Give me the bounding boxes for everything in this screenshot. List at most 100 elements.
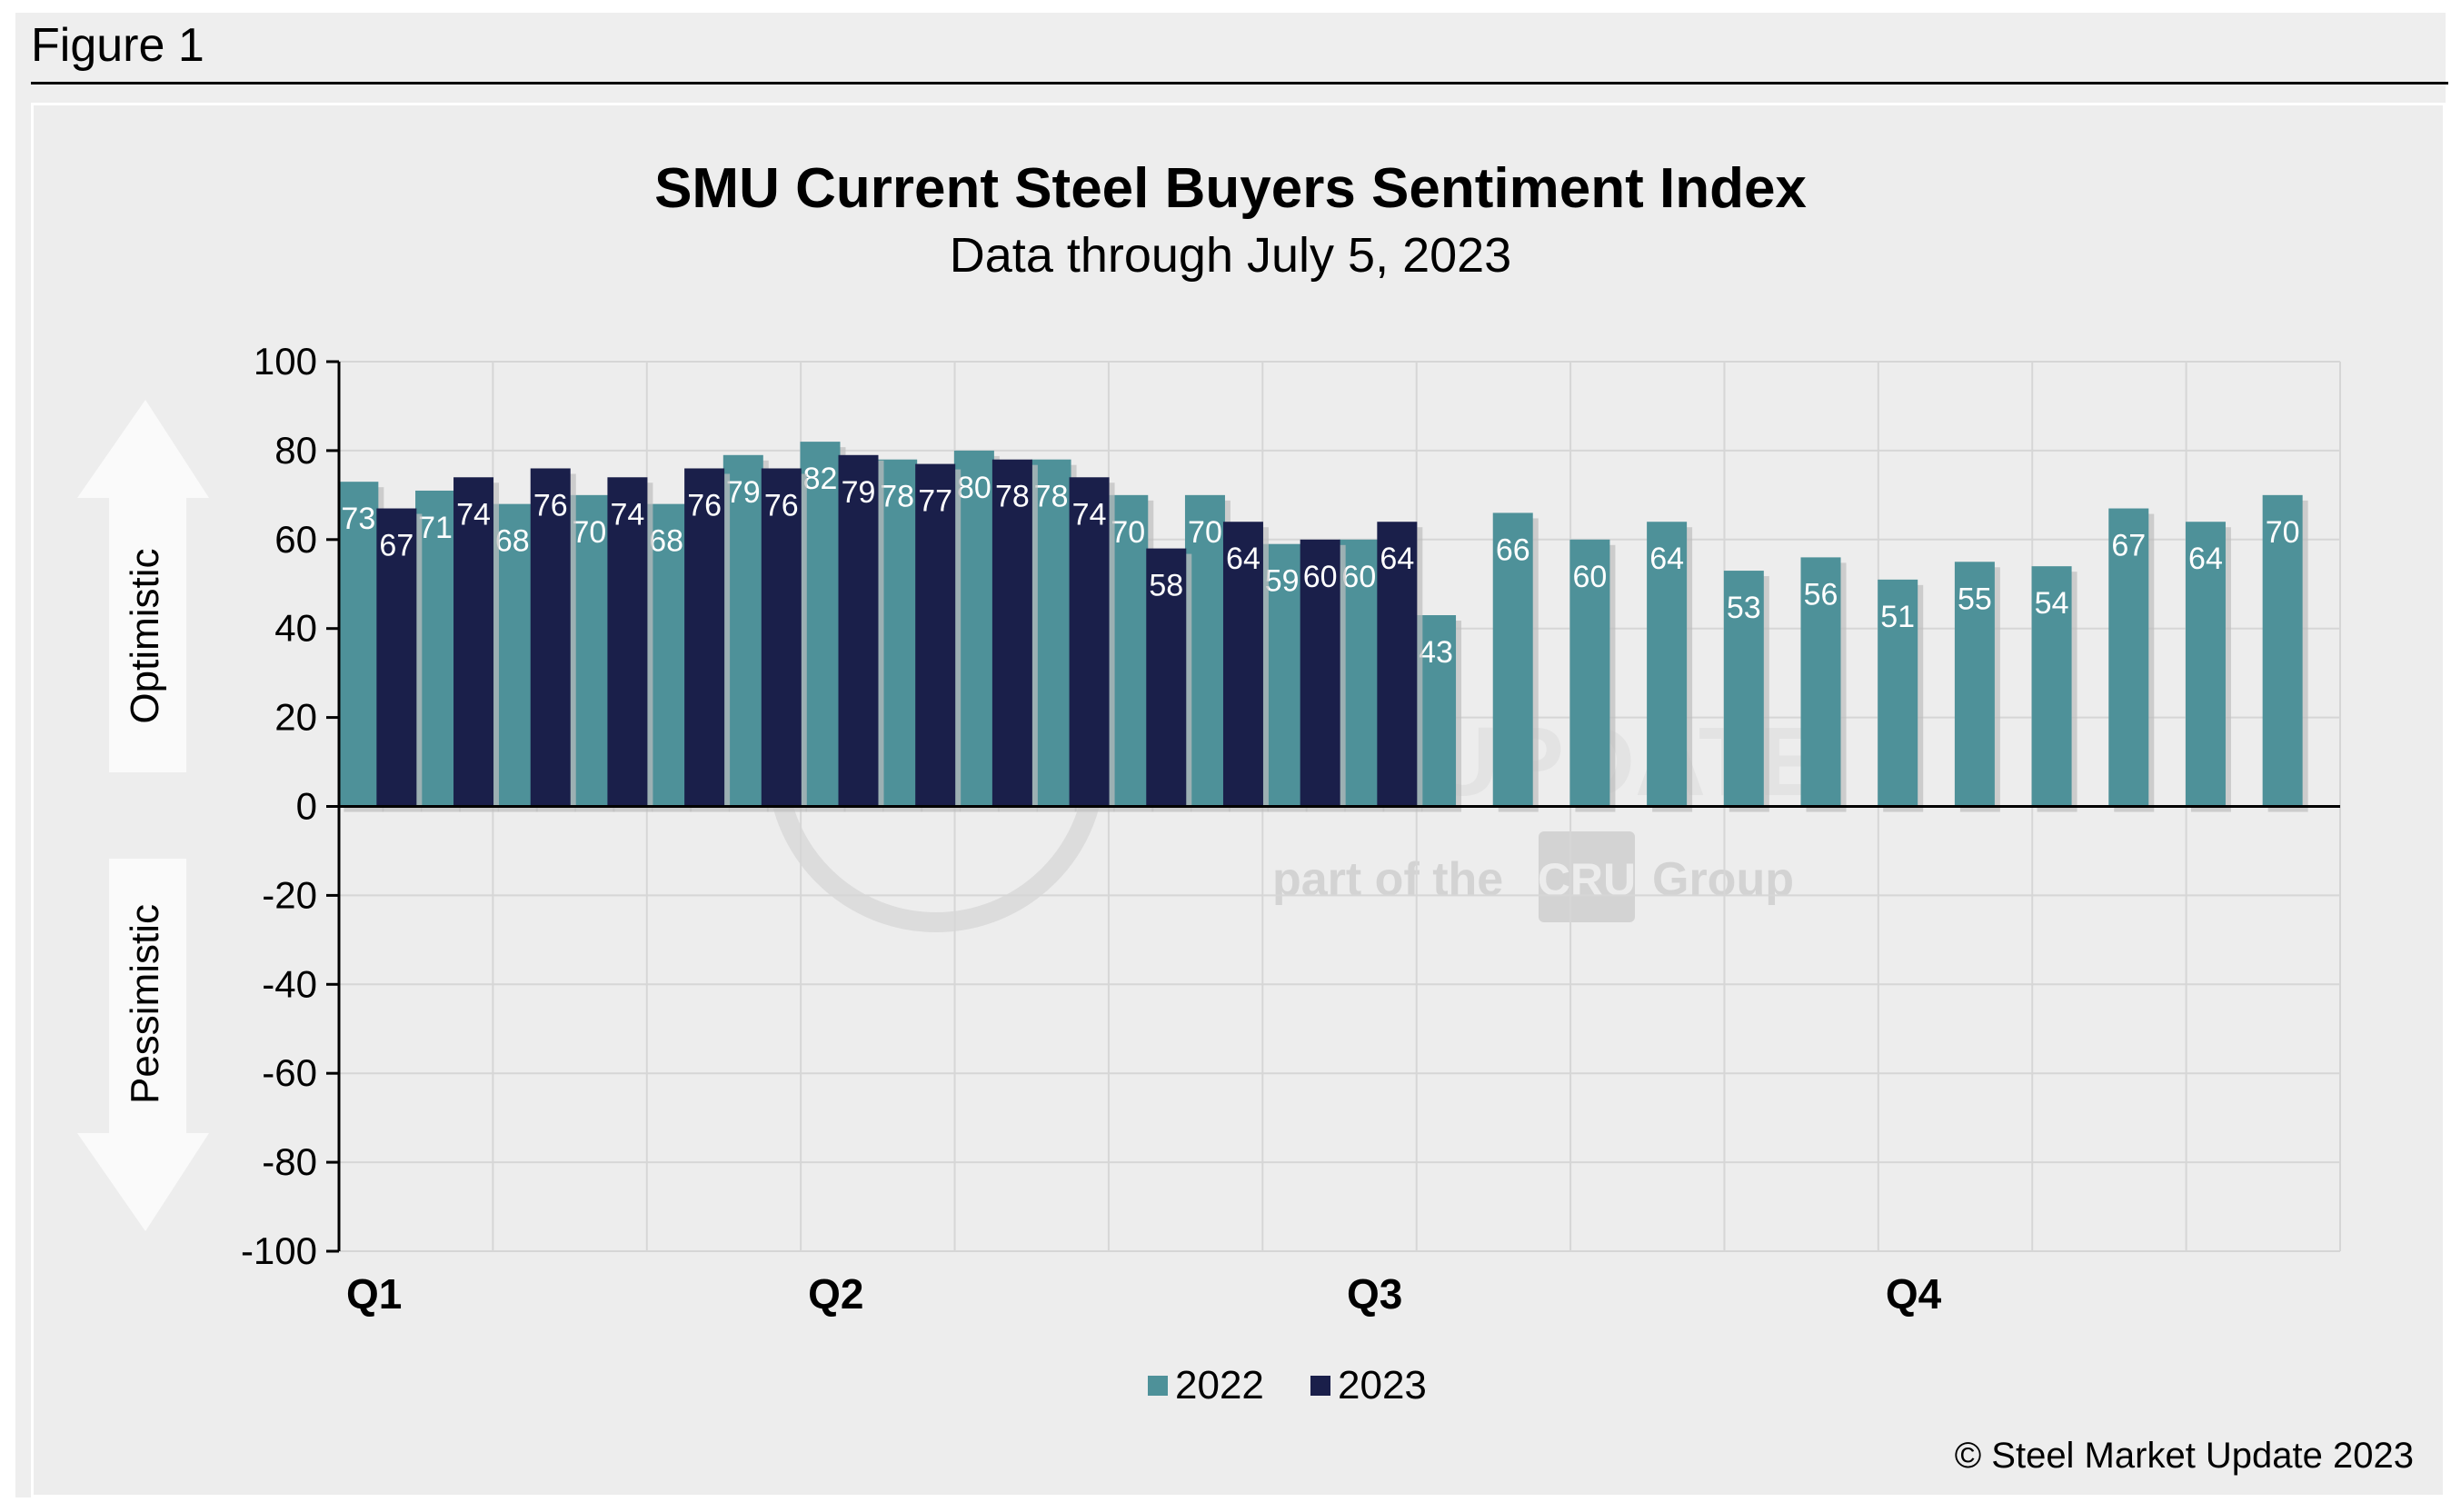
data-label-2022: 73 — [341, 502, 375, 536]
data-label-2022: 64 — [1649, 542, 1684, 576]
figure-rule — [31, 82, 2448, 85]
y-tick-label: -80 — [262, 1140, 317, 1183]
data-label-2022: 67 — [2111, 529, 2146, 563]
data-label-2022: 64 — [2188, 542, 2223, 576]
data-label-2023: 77 — [918, 484, 952, 519]
bar-2022 — [569, 494, 610, 807]
data-label-2023: 60 — [1303, 560, 1338, 594]
bar-2022 — [877, 459, 918, 807]
bar-2022 — [1569, 539, 1610, 807]
y-tick-label: -20 — [262, 873, 317, 916]
bar-2022 — [800, 442, 841, 807]
data-label-2022: 71 — [418, 511, 453, 545]
bar-2022 — [1723, 571, 1764, 807]
data-label-2023: 74 — [1072, 497, 1107, 532]
bar-2023 — [1146, 548, 1187, 807]
arrow-up-icon — [77, 400, 209, 772]
bar-2022 — [2031, 566, 2072, 807]
bar-2022 — [1492, 512, 1533, 807]
data-label-2023: 78 — [995, 480, 1030, 514]
data-label-2023: 64 — [1380, 542, 1414, 576]
axes: 100 80 60 40 20 0 -20 -40 -60 -80 -100 Q1 Q2 Q3 Q4 — [241, 340, 2340, 1318]
data-label-2022: 70 — [573, 515, 607, 550]
bar-2022 — [722, 454, 763, 807]
bar-2022 — [1800, 557, 1841, 807]
figure-label: Figure 1 — [31, 19, 204, 72]
bar-2023 — [761, 468, 802, 807]
data-label-2022: 51 — [1880, 600, 1915, 634]
legend-label-2022: 2022 — [1175, 1363, 1264, 1408]
y-tick-label: -40 — [262, 962, 317, 1005]
data-label-2023: 64 — [1226, 542, 1260, 576]
data-label-2022: 68 — [649, 524, 683, 559]
bar-2022 — [2262, 494, 2303, 807]
bar-2022 — [1031, 459, 1071, 807]
data-label-2022: 70 — [1188, 515, 1222, 550]
bar-2023 — [915, 463, 956, 807]
data-label-2022: 60 — [1573, 560, 1608, 594]
bar-2022 — [1108, 494, 1149, 807]
x-quarter-label: Q1 — [346, 1270, 402, 1318]
data-label-2022: 43 — [1419, 635, 1453, 670]
bar-2023 — [1222, 522, 1263, 807]
legend-swatch-2022 — [1148, 1376, 1168, 1396]
bar-2023 — [453, 477, 494, 807]
copyright: © Steel Market Update 2023 — [1954, 1436, 2414, 1476]
watermark-tagline-post: Group — [1652, 853, 1794, 906]
bar-2023 — [684, 468, 725, 807]
legend-item-2023: 2023 — [1310, 1363, 1427, 1408]
bar-2022 — [2108, 508, 2149, 807]
data-label-2023: 67 — [379, 529, 413, 563]
bar-2022 — [1261, 543, 1302, 807]
data-label-2022: 79 — [726, 475, 761, 510]
data-label-2022: 66 — [1496, 532, 1530, 567]
bar-2022 — [646, 503, 687, 807]
bar-2023 — [991, 459, 1032, 807]
data-label-2022: 78 — [1034, 480, 1069, 514]
y-tick-label: 40 — [274, 607, 317, 650]
data-label-2022: 60 — [1341, 560, 1376, 594]
data-label-2022: 70 — [1111, 515, 1145, 550]
data-label-2023: 76 — [687, 488, 722, 522]
chart-subtitle: Data through July 5, 2023 — [949, 228, 1512, 283]
y-tick-label: 20 — [274, 696, 317, 739]
y-tick-label: -100 — [241, 1229, 317, 1272]
data-label-2022: 82 — [803, 462, 838, 496]
bar-2022 — [1416, 615, 1457, 807]
data-label-2022: 55 — [1958, 582, 1992, 616]
bar-2022 — [953, 450, 994, 807]
watermark-logo-text: CRU — [1538, 854, 1636, 905]
data-label-2022: 53 — [1727, 591, 1761, 625]
watermark-tagline-pre: part of the — [1272, 853, 1503, 906]
legend-swatch-2023 — [1310, 1376, 1330, 1396]
bar-2022 — [1954, 562, 1995, 807]
bar-2023 — [376, 508, 417, 807]
legend-item-2022: 2022 — [1148, 1363, 1264, 1408]
sentiment-arrows: Optimistic Pessimistic — [77, 400, 209, 1231]
data-label-2023: 79 — [842, 475, 876, 510]
bar-2023 — [838, 454, 879, 807]
data-label-2023: 76 — [764, 488, 799, 522]
data-label-2023: 58 — [1149, 569, 1183, 603]
bar-2022 — [415, 490, 456, 807]
data-label-2023: 74 — [456, 497, 491, 532]
bar-2022 — [2185, 522, 2226, 807]
data-label-2022: 56 — [1804, 577, 1838, 612]
bar-2023 — [530, 468, 571, 807]
y-tick-label: 60 — [274, 518, 317, 561]
y-tick-label: 100 — [254, 340, 317, 383]
data-label-2022: 68 — [495, 524, 530, 559]
bar-2022 — [1184, 494, 1225, 807]
x-quarter-label: Q4 — [1886, 1270, 1942, 1318]
data-label-2023: 74 — [611, 497, 645, 532]
data-label-2023: 76 — [533, 488, 568, 522]
watermark-logo-box — [1539, 831, 1635, 922]
bar-2023 — [1300, 539, 1340, 807]
chart-title: SMU Current Steel Buyers Sentiment Index — [654, 157, 1807, 220]
data-label-2022: 80 — [957, 471, 991, 505]
bar-2022 — [1878, 579, 1918, 807]
x-quarter-label: Q3 — [1347, 1270, 1402, 1318]
bar-2023 — [1069, 477, 1110, 807]
